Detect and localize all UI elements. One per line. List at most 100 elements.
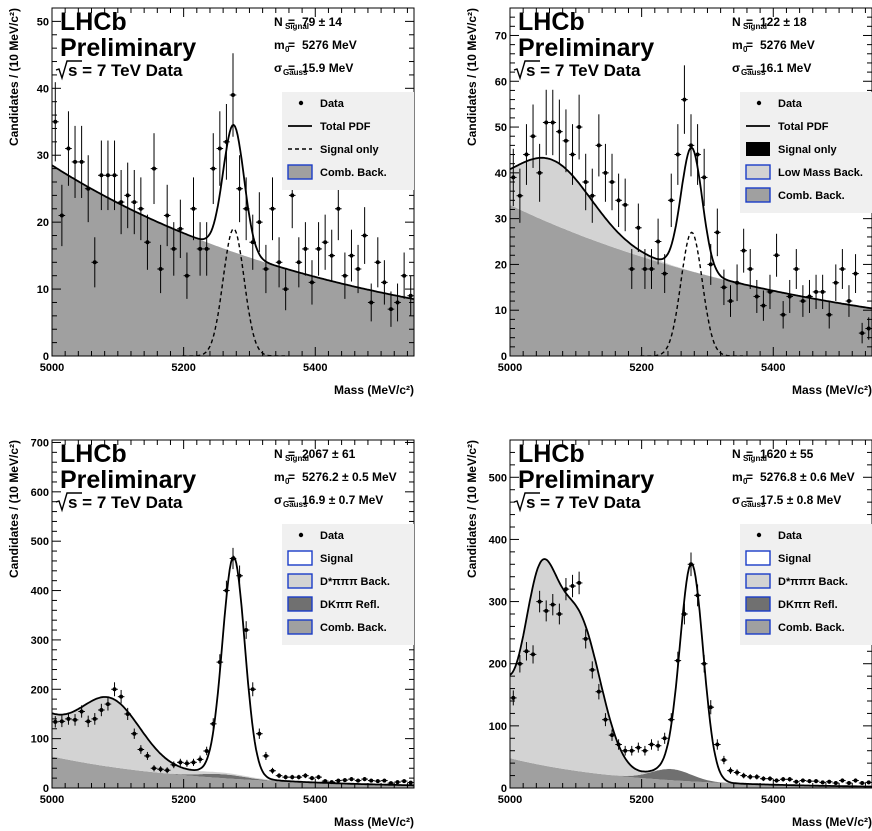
param-name: σ xyxy=(274,61,282,75)
legend-swatch xyxy=(287,596,313,612)
data-point xyxy=(727,285,734,317)
data-point xyxy=(341,778,349,783)
data-point xyxy=(302,773,309,779)
data-point xyxy=(760,776,767,782)
param-value: 16.9 ± 0.7 MeV xyxy=(302,493,383,507)
param-name: N xyxy=(274,447,283,461)
data-point xyxy=(621,178,629,232)
status-label: Preliminary xyxy=(518,34,654,62)
data-point xyxy=(163,184,171,247)
data-point xyxy=(374,779,382,784)
param-equals: = xyxy=(746,447,753,461)
data-point xyxy=(858,322,866,344)
data-point xyxy=(124,162,131,229)
param-name: m xyxy=(732,38,743,52)
energy-label: s = 7 TeV Data xyxy=(526,61,641,80)
legend-label: DKππ Refl. xyxy=(778,599,838,611)
legend-label: Comb. Back. xyxy=(320,622,387,634)
data-point xyxy=(104,140,112,211)
data-point xyxy=(621,745,629,756)
legend-marker xyxy=(298,100,304,106)
legend-label: Signal xyxy=(320,553,353,565)
data-point xyxy=(707,243,715,285)
param-equals: = xyxy=(746,15,753,29)
param-name: σ xyxy=(732,61,740,75)
data-point xyxy=(740,228,747,273)
data-point xyxy=(700,654,708,673)
data-point xyxy=(766,274,774,310)
param-subscript: Gauss xyxy=(741,500,766,509)
sqrt-sign xyxy=(513,60,540,81)
data-point xyxy=(111,682,118,697)
data-point xyxy=(858,781,866,786)
y-tick-label: 0 xyxy=(43,351,49,363)
data-point xyxy=(793,779,800,784)
data-point xyxy=(523,642,530,661)
legend-swatch xyxy=(745,619,771,635)
legend-entry: Data xyxy=(756,530,803,542)
data-point xyxy=(746,774,754,780)
data-point xyxy=(229,53,237,137)
data-point xyxy=(588,661,596,679)
sqrt-sign xyxy=(55,492,82,513)
data-point xyxy=(242,177,250,241)
legend-entry: Signal xyxy=(745,550,811,566)
y-tick-label: 100 xyxy=(31,734,49,746)
param-subscript: Signal xyxy=(743,22,767,31)
data-point xyxy=(361,777,368,782)
legend-entry: DKππ Refl. xyxy=(745,596,838,612)
data-point xyxy=(177,758,184,766)
data-point xyxy=(124,707,131,721)
param-equals: = xyxy=(288,470,295,484)
y-tick-label: 600 xyxy=(31,487,49,499)
param-name: σ xyxy=(274,493,282,507)
param-equals: = xyxy=(746,470,753,484)
data-point xyxy=(137,745,145,754)
data-point xyxy=(117,689,125,704)
data-point xyxy=(720,269,728,306)
data-point xyxy=(78,705,85,718)
data-point xyxy=(111,140,118,211)
plot-area xyxy=(52,547,414,788)
data-point xyxy=(687,114,695,177)
data-point xyxy=(84,715,92,728)
param-subscript: 0 xyxy=(743,45,748,54)
data-point xyxy=(196,222,204,276)
data-point xyxy=(845,285,853,317)
data-point xyxy=(84,155,92,223)
data-point xyxy=(773,778,780,783)
data-point xyxy=(529,104,537,168)
param-value: 122 ± 18 xyxy=(760,15,807,29)
component-comb-back- xyxy=(52,165,414,356)
legend-label: Low Mass Back. xyxy=(778,167,863,179)
data-point xyxy=(242,621,250,639)
data-point xyxy=(348,777,355,782)
y-tick-label: 40 xyxy=(495,168,507,180)
data-point xyxy=(183,252,191,299)
legend-label: Comb. Back. xyxy=(778,622,845,634)
x-tick-label: 5000 xyxy=(40,362,64,374)
param-value: 5276 MeV xyxy=(302,38,357,52)
data-point xyxy=(727,767,734,774)
legend-label: D*πππ Back. xyxy=(320,576,390,588)
legend-entry: Comb. Back. xyxy=(287,619,387,635)
y-tick-label: 0 xyxy=(501,351,507,363)
component-d-back- xyxy=(510,559,872,787)
data-point xyxy=(203,222,210,276)
y-axis-label: Candidates / (10 MeV/c²) xyxy=(7,440,21,578)
data-point xyxy=(569,124,576,185)
legend-label: DKππ Refl. xyxy=(320,599,380,611)
legend-entry: Signal only xyxy=(746,142,838,156)
data-point xyxy=(367,283,375,322)
legend-entry: Data xyxy=(298,530,345,542)
data-point xyxy=(249,214,257,270)
data-point xyxy=(602,713,609,727)
param-subscript: Gauss xyxy=(283,500,308,509)
data-point xyxy=(341,252,349,299)
y-tick-label: 50 xyxy=(495,122,507,134)
data-point xyxy=(852,254,859,294)
data-point xyxy=(714,739,721,750)
data-point xyxy=(203,746,210,756)
data-point xyxy=(71,125,79,198)
y-tick-label: 400 xyxy=(31,586,49,598)
